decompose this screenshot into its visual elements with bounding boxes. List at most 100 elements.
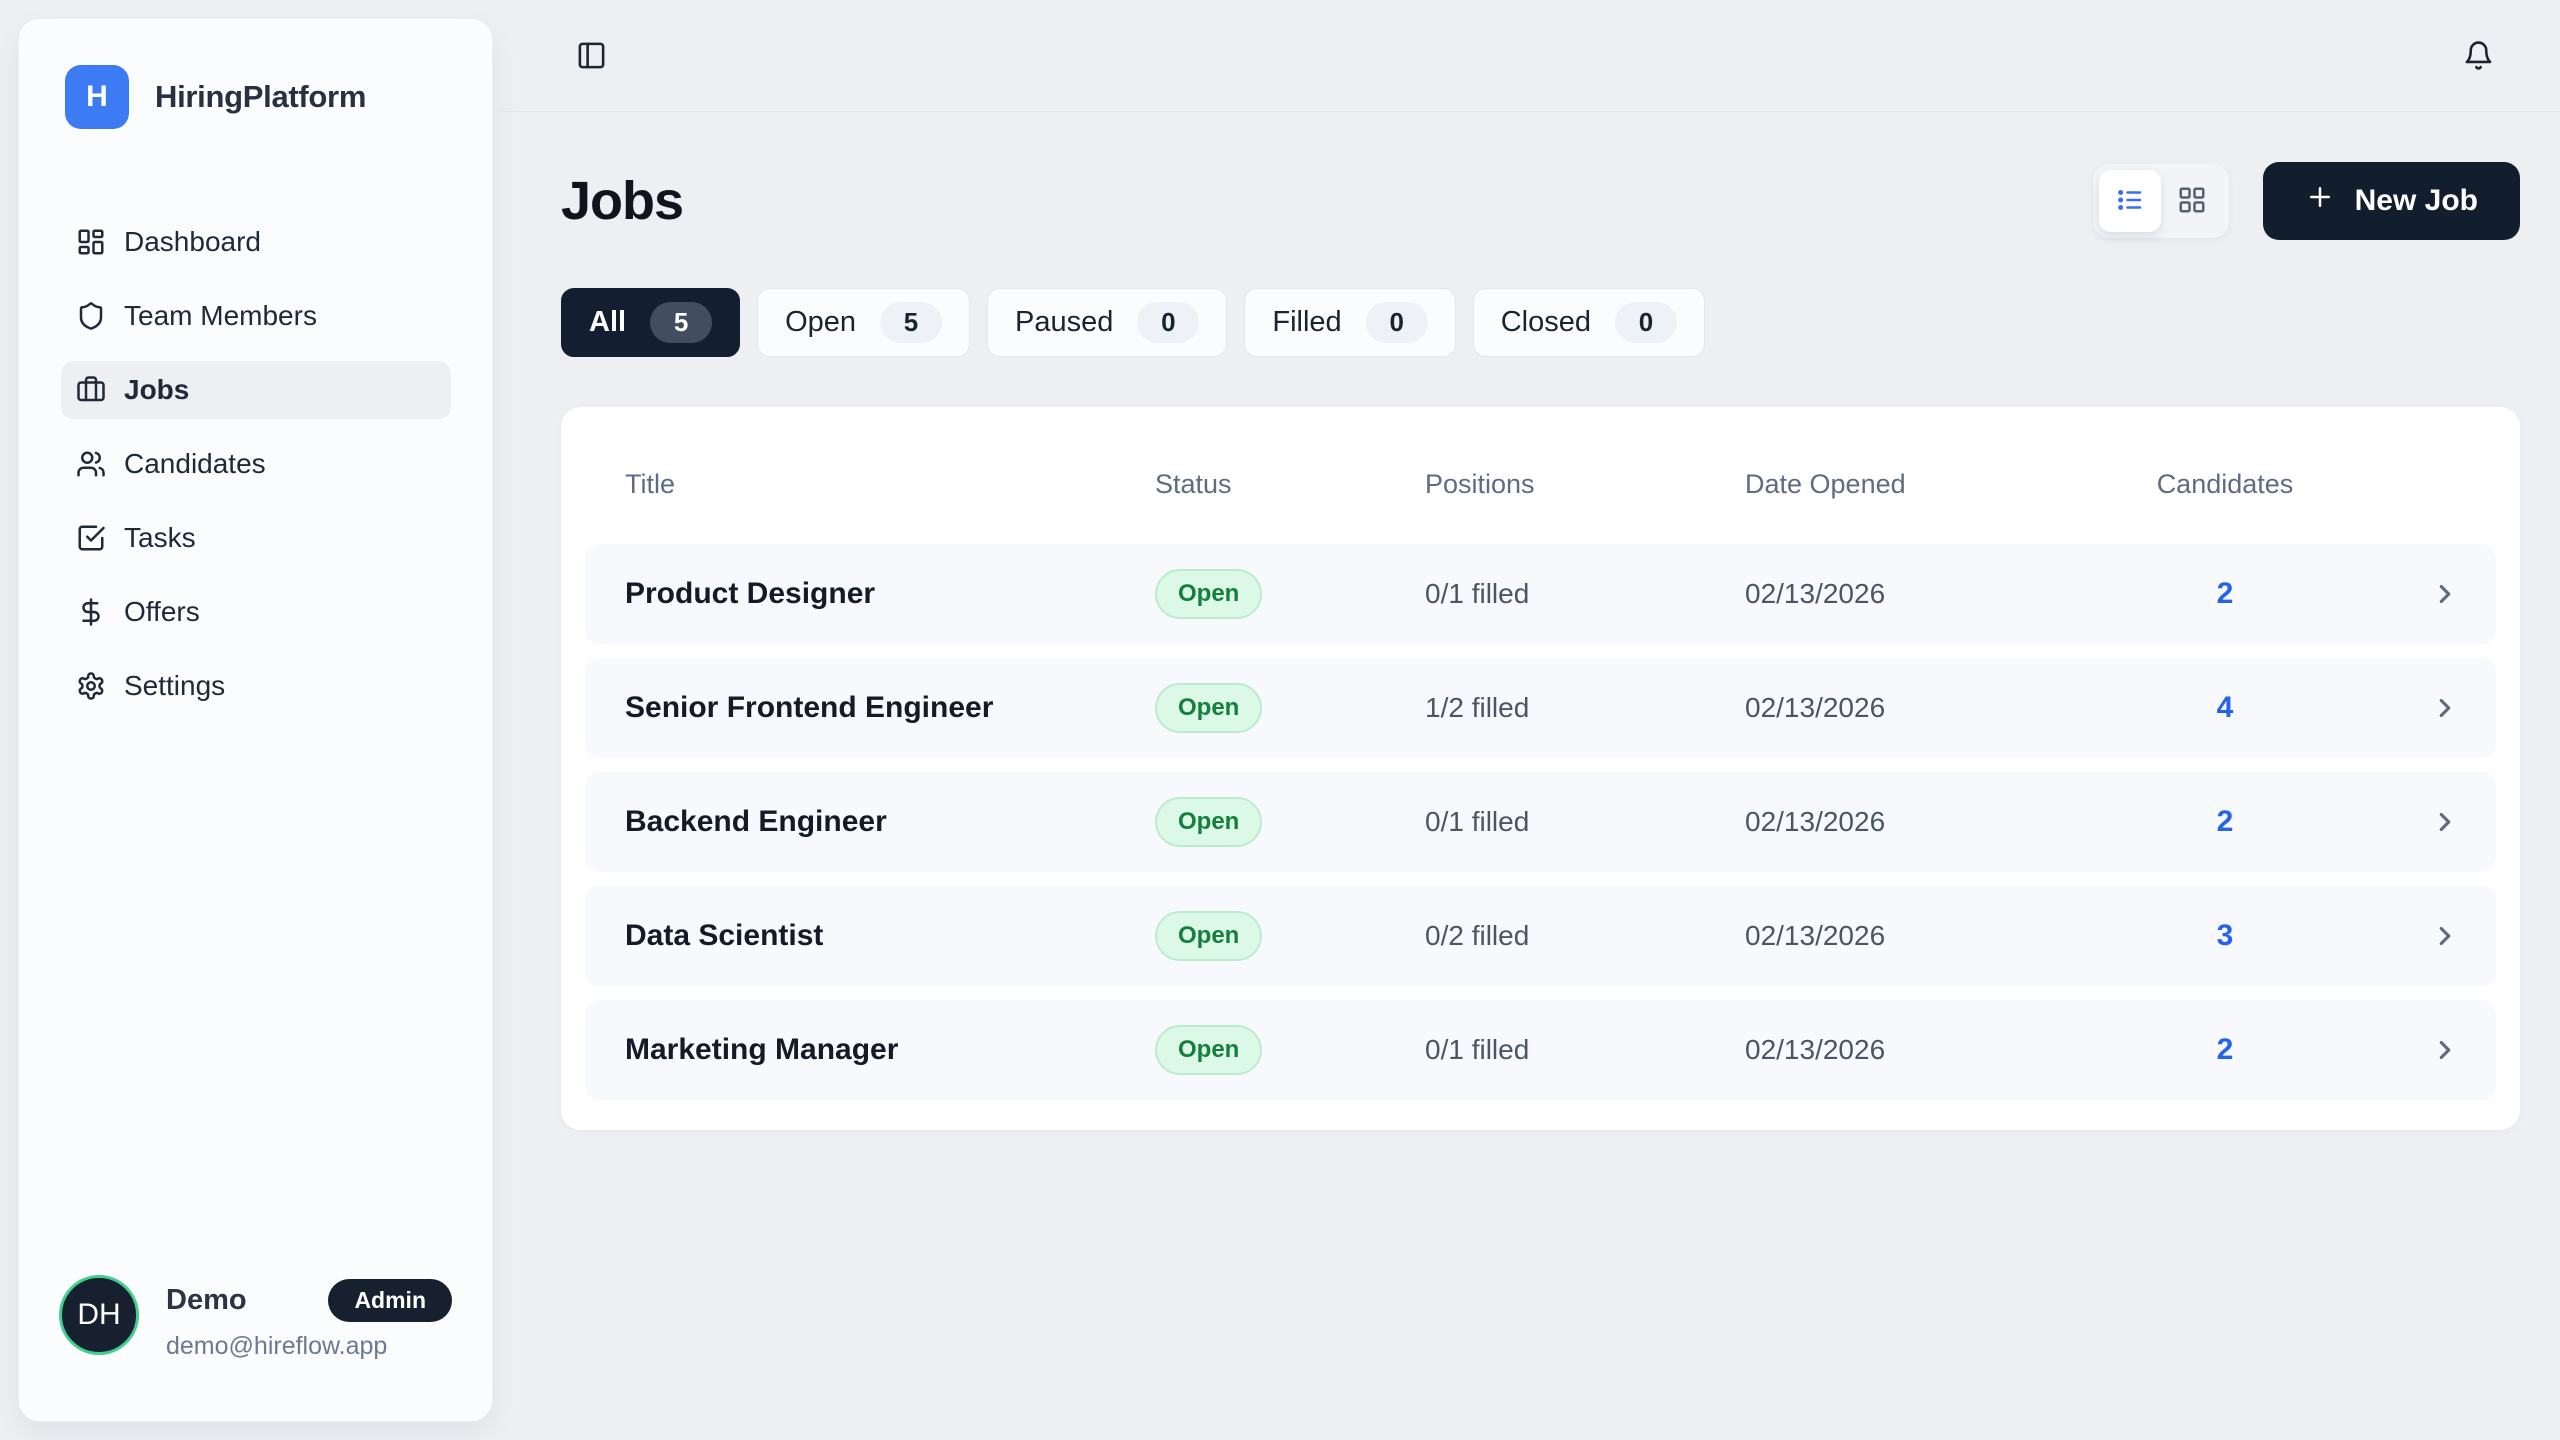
table-row[interactable]: Product Designer Open 0/1 filled 02/13/2… — [585, 544, 2496, 644]
brand-name: HiringPlatform — [155, 79, 367, 114]
filter-tab-all[interactable]: All 5 — [561, 288, 741, 357]
candidates-count[interactable]: 4 — [2216, 691, 2234, 724]
sidebar-item-label: Tasks — [124, 522, 196, 553]
sidebar-nav: Dashboard Team Members Jobs Candidates T… — [19, 213, 492, 715]
filter-label: Closed — [1500, 306, 1591, 338]
shield-icon — [76, 301, 106, 331]
chevron-right-icon[interactable] — [2430, 693, 2460, 723]
filter-label: All — [589, 306, 627, 338]
sidebar-item-label: Team Members — [124, 300, 317, 331]
table-row[interactable]: Senior Frontend Engineer Open 1/2 filled… — [585, 658, 2496, 758]
column-header-title: Title — [625, 469, 676, 499]
user-panel[interactable]: DH Demo Admin demo@hireflow.app — [59, 1275, 452, 1361]
candidates-count[interactable]: 2 — [2216, 805, 2234, 838]
chevron-right-icon[interactable] — [2430, 579, 2460, 609]
view-toggle — [2092, 164, 2229, 238]
candidates-count[interactable]: 2 — [2216, 1033, 2234, 1066]
date-opened: 02/13/2026 — [1745, 806, 1886, 837]
job-title: Marketing Manager — [625, 1033, 899, 1066]
sidebar-item-label: Settings — [124, 670, 226, 701]
status-badge: Open — [1155, 911, 1263, 961]
users-icon — [76, 449, 106, 479]
notifications-button[interactable] — [2463, 40, 2494, 71]
candidates-count[interactable]: 2 — [2216, 577, 2234, 610]
filter-count-badge: 5 — [650, 302, 713, 343]
status-filter-tabs: All 5 Open 5 Paused 0 Filled 0 Closed 0 — [561, 288, 2520, 357]
table-row[interactable]: Marketing Manager Open 0/1 filled 02/13/… — [585, 1000, 2496, 1100]
table-row[interactable]: Backend Engineer Open 0/1 filled 02/13/2… — [585, 772, 2496, 872]
dollar-icon — [76, 597, 106, 627]
status-badge: Open — [1155, 683, 1263, 733]
table-header-row: Title Status Positions Date Opened Candi… — [585, 433, 2496, 544]
sidebar-item-settings[interactable]: Settings — [61, 657, 451, 715]
column-header-status: Status — [1155, 469, 1232, 499]
filter-label: Paused — [1015, 306, 1114, 338]
panel-left-icon — [576, 40, 607, 71]
filter-label: Open — [785, 306, 857, 338]
column-header-candidates: Candidates — [2156, 469, 2294, 499]
sidebar-item-label: Offers — [124, 596, 200, 627]
positions-filled: 0/1 filled — [1425, 578, 1530, 609]
status-badge: Open — [1155, 797, 1263, 847]
candidates-count[interactable]: 3 — [2216, 919, 2234, 952]
brand-logo: H — [65, 65, 129, 129]
job-title: Product Designer — [625, 577, 876, 610]
filter-count-badge: 0 — [1137, 302, 1200, 343]
role-badge: Admin — [328, 1279, 452, 1322]
sidebar: H HiringPlatform Dashboard Team Members … — [18, 18, 493, 1422]
sidebar-item-offers[interactable]: Offers — [61, 583, 451, 641]
plus-icon — [2305, 182, 2335, 220]
new-job-button[interactable]: New Job — [2262, 162, 2520, 240]
check-square-icon — [76, 523, 106, 553]
positions-filled: 0/1 filled — [1425, 806, 1530, 837]
positions-filled: 1/2 filled — [1425, 692, 1530, 723]
date-opened: 02/13/2026 — [1745, 692, 1886, 723]
filter-count-badge: 5 — [880, 302, 943, 343]
column-header-positions: Positions — [1425, 469, 1535, 499]
job-title: Senior Frontend Engineer — [625, 691, 994, 724]
sidebar-toggle-button[interactable] — [576, 40, 607, 71]
user-email: demo@hireflow.app — [166, 1332, 388, 1360]
sidebar-item-label: Jobs — [124, 374, 190, 405]
main-area: Jobs — [494, 0, 2560, 1440]
positions-filled: 0/2 filled — [1425, 920, 1530, 951]
brand: H HiringPlatform — [19, 19, 492, 129]
filter-label: Filled — [1272, 306, 1342, 338]
sidebar-item-team-members[interactable]: Team Members — [61, 287, 451, 345]
filter-count-badge: 0 — [1365, 302, 1428, 343]
grid-view-button[interactable] — [2161, 170, 2223, 232]
sidebar-item-label: Dashboard — [124, 226, 261, 257]
jobs-table: Title Status Positions Date Opened Candi… — [561, 407, 2520, 1130]
sidebar-item-tasks[interactable]: Tasks — [61, 509, 451, 567]
sidebar-item-label: Candidates — [124, 448, 266, 479]
page-title: Jobs — [561, 171, 684, 231]
date-opened: 02/13/2026 — [1745, 920, 1886, 951]
positions-filled: 0/1 filled — [1425, 1034, 1530, 1065]
filter-tab-filled[interactable]: Filled 0 — [1244, 288, 1456, 357]
chevron-right-icon[interactable] — [2430, 807, 2460, 837]
gear-icon — [76, 671, 106, 701]
sidebar-item-jobs[interactable]: Jobs — [61, 361, 451, 419]
content: Jobs — [494, 162, 2560, 1130]
table-body: Product Designer Open 0/1 filled 02/13/2… — [585, 544, 2496, 1100]
table-row[interactable]: Data Scientist Open 0/2 filled 02/13/202… — [585, 886, 2496, 986]
filter-tab-paused[interactable]: Paused 0 — [987, 288, 1228, 357]
grid-icon — [2177, 185, 2207, 218]
topbar — [494, 0, 2560, 112]
sidebar-item-dashboard[interactable]: Dashboard — [61, 213, 451, 271]
chevron-right-icon[interactable] — [2430, 1035, 2460, 1065]
job-title: Backend Engineer — [625, 805, 887, 838]
avatar: DH — [59, 1275, 139, 1355]
bell-icon — [2463, 40, 2494, 71]
status-badge: Open — [1155, 569, 1263, 619]
filter-tab-closed[interactable]: Closed 0 — [1472, 288, 1705, 357]
filter-count-badge: 0 — [1614, 302, 1677, 343]
user-name: Demo — [166, 1284, 247, 1316]
list-view-button[interactable] — [2098, 170, 2161, 232]
column-header-date: Date Opened — [1745, 469, 1906, 499]
filter-tab-open[interactable]: Open 5 — [757, 288, 971, 357]
sidebar-item-candidates[interactable]: Candidates — [61, 435, 451, 493]
chevron-right-icon[interactable] — [2430, 921, 2460, 951]
job-title: Data Scientist — [625, 919, 824, 952]
